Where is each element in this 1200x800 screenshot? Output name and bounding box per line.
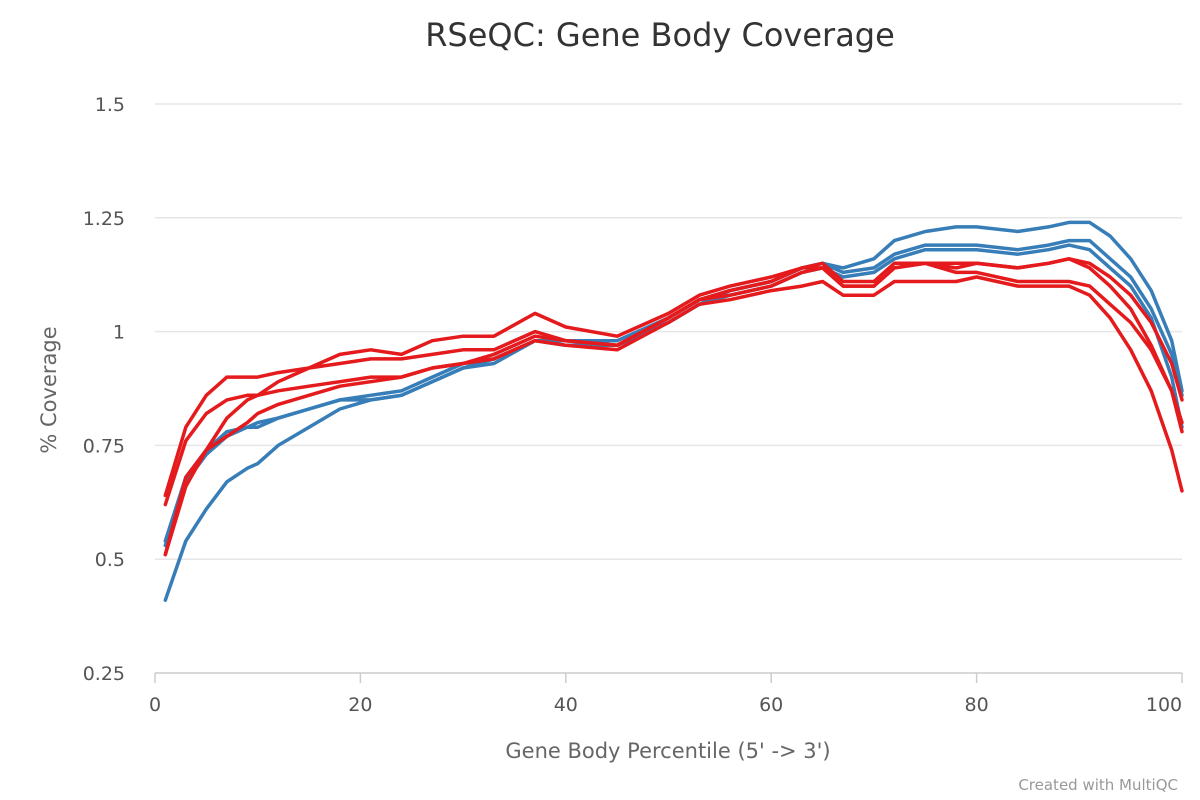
x-axis-title[interactable]: Gene Body Percentile (5' -> 3') (505, 739, 830, 763)
grid-lines (155, 103, 1182, 560)
series-line-7[interactable] (163, 275, 1184, 557)
y-tick-label: 1 (113, 322, 125, 344)
x-tick-label: 100 (1146, 694, 1182, 716)
series-line-3[interactable] (163, 243, 1184, 548)
x-tick-label: 0 (149, 694, 161, 716)
credits-label[interactable]: Created with MultiQC (1018, 776, 1178, 794)
series-lines (163, 220, 1184, 602)
x-tick-label: 60 (759, 694, 783, 716)
x-tick-label: 20 (348, 694, 372, 716)
series-line-5[interactable] (163, 261, 1184, 507)
series-line-6[interactable] (163, 257, 1184, 557)
y-axis-title: % Coverage (37, 326, 61, 453)
x-axis-ticks: 0 20 40 60 80 100 (149, 673, 1183, 716)
y-tick-label: 0.75 (83, 435, 125, 457)
x-tick-label: 80 (965, 694, 989, 716)
x-tick-label: 40 (554, 694, 578, 716)
chart-title: RSeQC: Gene Body Coverage (425, 16, 895, 54)
y-tick-label: 0.25 (83, 663, 125, 685)
y-tick-label: 1.25 (83, 208, 125, 230)
y-tick-label: 1.5 (95, 94, 125, 116)
series-line-1[interactable] (163, 220, 1184, 602)
y-tick-label: 0.5 (95, 549, 125, 571)
series-line-4[interactable] (163, 257, 1184, 498)
y-axis-ticks: 0.25 0.5 0.75 1 1.25 1.5 (83, 94, 125, 685)
